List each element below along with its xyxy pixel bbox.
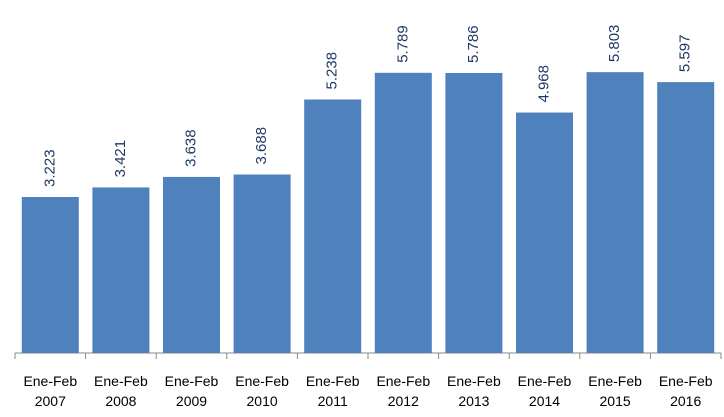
bar <box>586 72 644 353</box>
value-label: 5.238 <box>324 52 341 90</box>
value-label: 3.223 <box>41 149 58 187</box>
x-tick-label: Ene-Feb 2016 <box>658 373 713 409</box>
bar <box>516 112 573 353</box>
bar <box>233 174 291 353</box>
x-tick-label: Ene-Feb 2007 <box>23 373 78 409</box>
bar <box>163 176 220 353</box>
x-tick-label: Ene-Feb 2014 <box>517 373 572 409</box>
bar <box>657 82 715 354</box>
x-tick-label: Ene-Feb 2011 <box>305 373 360 409</box>
x-tick-label: Ene-Feb 2009 <box>164 373 219 409</box>
x-tick-label: Ene-Feb 2013 <box>447 373 501 409</box>
value-label: 4.968 <box>535 65 552 103</box>
bar <box>374 72 432 353</box>
value-label: 3.638 <box>182 129 199 167</box>
value-label: 5.597 <box>677 35 694 73</box>
bar <box>92 187 150 353</box>
bar <box>304 99 362 353</box>
x-tick-label: Ene-Feb 2010 <box>235 373 289 409</box>
bar <box>445 72 503 353</box>
value-label: 5.789 <box>394 25 411 63</box>
value-label: 5.786 <box>465 25 482 63</box>
value-label: 3.688 <box>253 127 270 165</box>
bar <box>21 197 79 353</box>
x-tick-label: Ene-Feb 2008 <box>94 373 148 409</box>
x-tick-label: Ene-Feb 2012 <box>376 373 431 409</box>
value-label: 5.803 <box>606 25 623 63</box>
value-label: 3.421 <box>112 140 129 178</box>
x-tick-label: Ene-Feb 2015 <box>588 373 642 409</box>
